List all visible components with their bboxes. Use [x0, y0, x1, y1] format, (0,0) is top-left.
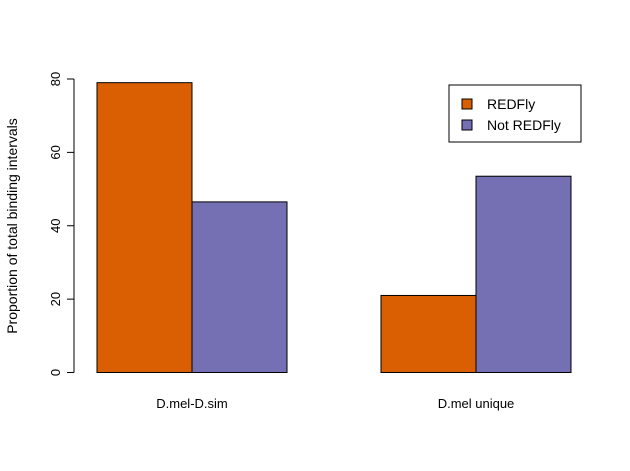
legend-swatch: [461, 98, 473, 110]
bar: [380, 294, 477, 373]
y-tick-label: 60: [48, 145, 63, 159]
x-category-label: D.mel-D.sim: [156, 396, 228, 411]
y-axis-title: Proportion of total binding intervals: [4, 118, 20, 334]
bars: [96, 82, 572, 373]
x-axis-labels: D.mel-D.sim D.mel unique: [156, 396, 514, 411]
legend-swatch: [461, 119, 473, 131]
legend-label: Not REDFly: [487, 117, 561, 133]
y-tick-label: 0: [48, 369, 63, 376]
y-tick-label: 20: [48, 292, 63, 306]
legend-label: REDFly: [487, 96, 535, 112]
x-category-label: D.mel unique: [438, 396, 515, 411]
bar: [475, 175, 572, 373]
y-axis: 0 20 40 60 80: [48, 72, 75, 376]
bar: [191, 201, 288, 373]
legend: REDFly Not REDFly: [448, 84, 582, 143]
bar: [96, 82, 193, 373]
y-tick-label: 80: [48, 72, 63, 86]
legend-box: [448, 84, 582, 143]
y-tick-label: 40: [48, 219, 63, 233]
